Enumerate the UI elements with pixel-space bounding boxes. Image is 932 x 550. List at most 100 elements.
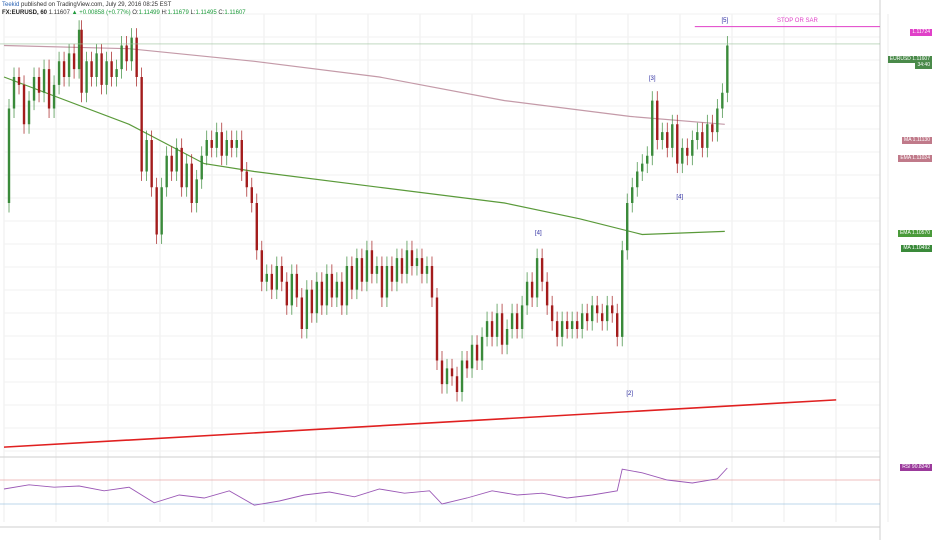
candle-body xyxy=(37,77,41,93)
published-text: published on TradingView.com, July 29, 2… xyxy=(21,2,172,8)
candle-body xyxy=(500,313,504,345)
candle-body xyxy=(225,140,228,156)
candle-body xyxy=(641,163,644,172)
candle-body xyxy=(590,305,594,322)
candle-body xyxy=(490,321,494,337)
candle-body xyxy=(190,163,193,203)
candle-body xyxy=(520,305,524,329)
candle-body xyxy=(100,53,103,85)
candle-body xyxy=(671,124,674,148)
open-label: O: xyxy=(132,10,139,16)
candle-body xyxy=(550,305,554,322)
candle-body xyxy=(295,273,299,298)
candle-body xyxy=(205,140,208,156)
candle-body xyxy=(260,250,263,282)
candle-body xyxy=(215,132,218,148)
candle-body xyxy=(555,321,559,337)
candle-body xyxy=(430,266,434,298)
close-label: C: xyxy=(218,10,225,16)
candle-body xyxy=(305,289,309,329)
symbol-label[interactable]: FX:EURUSD, 60 xyxy=(2,10,48,16)
candle-body xyxy=(165,155,168,188)
support-trendline xyxy=(3,399,837,448)
candle-body xyxy=(595,305,599,314)
candle-body xyxy=(90,61,93,77)
rsi-line xyxy=(3,467,728,506)
candle-body xyxy=(651,100,654,156)
wave-label: [3] xyxy=(649,76,656,82)
candle-body xyxy=(335,281,339,298)
candle-body xyxy=(485,321,489,337)
candle-body xyxy=(7,108,11,203)
candle-body xyxy=(600,313,604,322)
candle-body xyxy=(621,250,624,337)
price-tag: EURUSD 1.11607 xyxy=(887,56,932,63)
high-label: H: xyxy=(161,10,168,16)
candle-body xyxy=(355,258,359,290)
wave-label: [5] xyxy=(721,18,728,24)
candle-body xyxy=(310,289,314,314)
candle-body xyxy=(721,92,724,109)
candle-body xyxy=(610,305,614,314)
candle-body xyxy=(681,147,684,164)
candle-body xyxy=(686,147,689,156)
candle-body xyxy=(330,273,334,298)
candle-body xyxy=(370,250,374,274)
candle-body xyxy=(530,281,534,298)
candle-body xyxy=(185,163,188,188)
candle-body xyxy=(405,250,409,274)
candle-body xyxy=(400,258,404,274)
candle-body xyxy=(580,313,584,329)
candle-body xyxy=(475,344,479,361)
candle-body xyxy=(325,273,329,306)
wave-label: [4] xyxy=(676,194,683,200)
candle-body xyxy=(425,266,429,274)
candle-body xyxy=(290,273,294,306)
price-tag: EMA 1.11024 xyxy=(898,155,932,162)
author-name[interactable]: Teekid xyxy=(2,2,20,8)
rsi-tag: RSI 90.8240 xyxy=(900,464,932,471)
candle-body xyxy=(420,258,424,274)
candle-body xyxy=(320,281,324,306)
candle-body xyxy=(711,124,714,133)
candle-body xyxy=(120,45,123,70)
candle-body xyxy=(375,266,379,274)
candle-body xyxy=(631,187,634,203)
candle-body xyxy=(510,313,514,329)
candle-body xyxy=(22,84,26,125)
candle-body xyxy=(656,100,659,140)
candle-body xyxy=(150,140,153,188)
candle-body xyxy=(80,29,83,93)
candle-body xyxy=(545,281,549,306)
candle-body xyxy=(245,171,248,188)
chart-header: Teekid published on TradingView.com, Jul… xyxy=(2,1,246,17)
wave-label: [2] xyxy=(626,391,633,397)
candle-body xyxy=(17,77,21,85)
candle-body xyxy=(626,203,629,251)
candle-body xyxy=(390,266,394,282)
high-value: 1.11679 xyxy=(167,10,189,16)
candle-body xyxy=(275,266,279,290)
candle-body xyxy=(570,321,574,329)
candle-body xyxy=(691,140,694,156)
candle-body xyxy=(676,124,679,164)
candle-body xyxy=(415,258,419,266)
candle-body xyxy=(57,61,61,85)
candle-body xyxy=(495,313,499,337)
candle-body xyxy=(575,321,579,329)
candle-body xyxy=(696,132,699,140)
close-value: 1.11607 xyxy=(224,10,246,16)
candle-body xyxy=(265,273,268,282)
candle-body xyxy=(350,266,354,290)
candle-body xyxy=(115,69,118,77)
candle-body xyxy=(661,132,664,140)
candle-body xyxy=(360,258,364,282)
candle-body xyxy=(195,179,198,203)
candle-body xyxy=(395,258,399,282)
candle-body xyxy=(455,376,459,392)
candle-body xyxy=(535,258,539,298)
candle-body xyxy=(515,313,519,329)
price-tag: EMA 1.10570 xyxy=(897,230,932,237)
candle-body xyxy=(616,313,619,337)
